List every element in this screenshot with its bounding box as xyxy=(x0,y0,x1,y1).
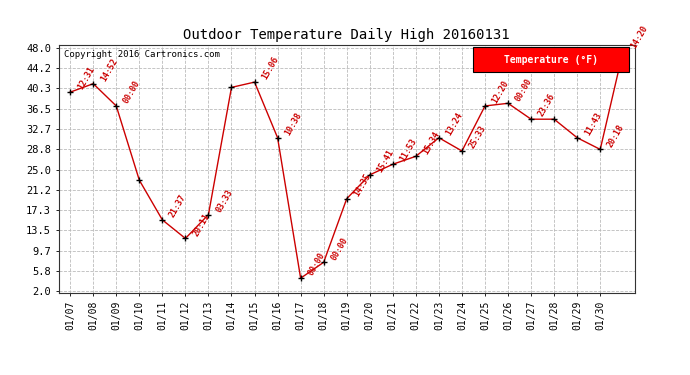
Text: 21:37: 21:37 xyxy=(168,193,188,219)
Text: 00:00: 00:00 xyxy=(306,251,326,278)
Text: 25:33: 25:33 xyxy=(468,124,488,150)
Text: 00:00: 00:00 xyxy=(329,236,350,261)
Text: 14:20: 14:20 xyxy=(629,23,649,50)
Text: 23:36: 23:36 xyxy=(537,92,557,118)
Text: Copyright 2016 Cartronics.com: Copyright 2016 Cartronics.com xyxy=(64,50,220,59)
Text: 11:53: 11:53 xyxy=(398,137,419,164)
Text: 03:33: 03:33 xyxy=(214,188,235,214)
Text: 14:52: 14:52 xyxy=(99,57,119,83)
Text: 00:00: 00:00 xyxy=(122,79,142,105)
Text: 20:18: 20:18 xyxy=(606,123,626,148)
Text: 12:20: 12:20 xyxy=(491,79,511,105)
Text: 13:24: 13:24 xyxy=(444,111,465,137)
Title: Outdoor Temperature Daily High 20160131: Outdoor Temperature Daily High 20160131 xyxy=(184,28,510,42)
Text: 20:11: 20:11 xyxy=(191,211,211,238)
Bar xyxy=(473,48,629,72)
Text: 14:35: 14:35 xyxy=(353,172,373,198)
Text: 10:38: 10:38 xyxy=(283,111,304,137)
Text: 15:06: 15:06 xyxy=(260,55,280,81)
Text: 00:00: 00:00 xyxy=(513,76,534,102)
Text: 15:34: 15:34 xyxy=(422,129,442,156)
Text: Temperature (°F): Temperature (°F) xyxy=(504,55,598,65)
Text: 11:43: 11:43 xyxy=(583,111,603,137)
Text: 12:31: 12:31 xyxy=(76,65,96,92)
Text: 15:41: 15:41 xyxy=(375,148,395,174)
